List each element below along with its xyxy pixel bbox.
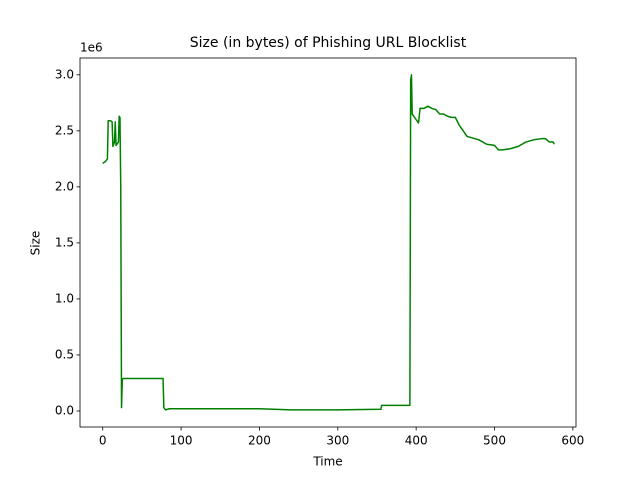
y-tick-label: 1.5: [55, 235, 74, 249]
axes-frame: [79, 57, 577, 428]
y-tick-label: 0.0: [55, 403, 74, 417]
x-axis-label: Time: [312, 455, 342, 469]
x-tick-label: 400: [405, 434, 428, 448]
x-tick-label: 500: [483, 434, 506, 448]
y-tick-label: 2.5: [55, 123, 74, 137]
x-tick-label: 200: [248, 434, 271, 448]
x-tick-label: 100: [170, 434, 193, 448]
x-tick-label: 600: [561, 434, 584, 448]
y-tick-label: 1.0: [55, 291, 74, 305]
y-tick-label: 0.5: [55, 347, 74, 361]
x-tick-label: 300: [326, 434, 349, 448]
y-tick-label: 2.0: [55, 179, 74, 193]
data-line: [102, 74, 555, 411]
x-tick-label: 0: [99, 434, 107, 448]
chart-title: Size (in bytes) of Phishing URL Blocklis…: [190, 35, 467, 51]
y-axis-label: Size: [29, 231, 43, 256]
y-offset-label: 1e6: [80, 41, 103, 55]
y-tick-label: 3.0: [55, 67, 74, 81]
